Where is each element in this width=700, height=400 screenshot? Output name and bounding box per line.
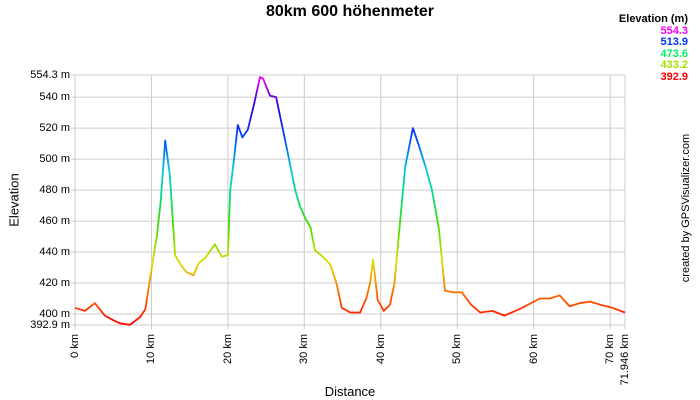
x-tick-label: 10 km [145,334,158,364]
x-tick-label: 71.946 km [619,334,631,386]
legend-item-min: 392.9 [660,70,688,83]
x-tick-label: 50 km [451,334,464,364]
x-tick-label: 20 km [221,334,234,364]
x-tick-label: 30 km [298,334,311,364]
y-tick-label: 400 m [39,308,70,320]
y-tick-label: 540 m [39,91,70,104]
y-tick-label: 420 m [39,277,70,290]
x-tick-label: 60 km [527,334,540,364]
y-tick-label: 554.3 m [30,69,70,81]
legend-item-high: 513.9 [660,36,688,48]
y-tick-label: 500 m [39,153,70,166]
x-tick-label: 40 km [374,334,387,364]
chart-title: 80km 600 höhenmeter [265,3,435,20]
legend-item-low: 433.2 [660,59,688,71]
y-tick-label: 440 m [39,246,70,259]
x-tick-label: 0 km [69,334,81,358]
legend-title: Elevation (m) [618,13,688,25]
y-tick-label: 392.9 m [30,319,70,331]
legend-item-mid: 473.6 [660,47,688,60]
legend-item-max: 554.3 [660,24,688,37]
grid-lines [71,74,626,329]
x-axis-label: Distance [324,384,376,399]
y-tick-label: 480 m [39,184,70,197]
elevation-legend: Elevation (m) 554.3 513.9 473.6 433.2 39… [618,13,688,83]
y-tick-label: 460 m [39,215,70,228]
y-tick-label: 520 m [39,122,70,135]
x-tick-label: 70 km [604,334,617,364]
elevation-line [74,76,626,326]
